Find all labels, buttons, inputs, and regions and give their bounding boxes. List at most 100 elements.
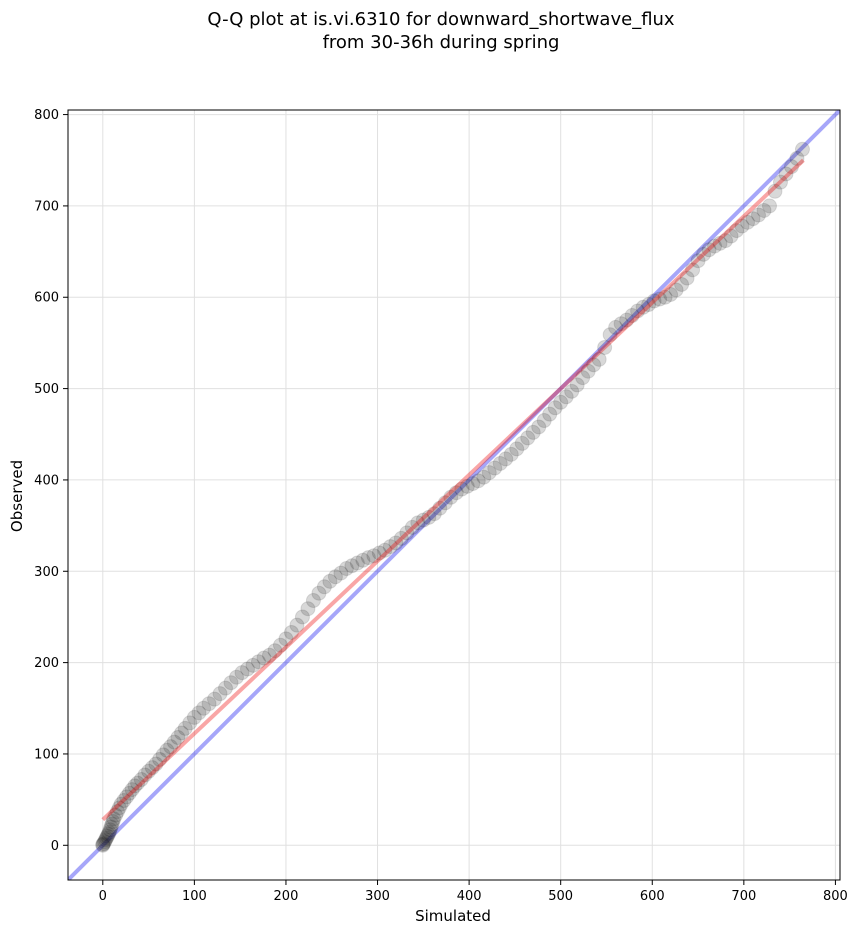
data-point	[137, 767, 153, 783]
data-point	[267, 643, 283, 659]
data-point	[602, 327, 618, 343]
data-point	[116, 793, 132, 809]
x-tick-label: 100	[182, 889, 207, 904]
data-point	[410, 515, 426, 531]
data-point	[580, 363, 596, 379]
data-point	[750, 207, 766, 223]
data-point	[564, 383, 580, 399]
y-tick-label: 0	[51, 839, 59, 854]
data-point	[371, 545, 387, 561]
data-point	[668, 282, 684, 298]
data-point	[360, 550, 376, 566]
data-point	[783, 159, 799, 175]
data-point	[382, 539, 398, 555]
data-point	[685, 262, 701, 278]
data-point	[569, 377, 585, 393]
data-point	[104, 816, 120, 832]
data-point	[311, 585, 327, 601]
data-point	[103, 819, 119, 835]
data-point	[432, 500, 448, 516]
data-point	[256, 650, 272, 666]
data-point	[635, 299, 651, 315]
data-point	[492, 455, 508, 471]
data-points	[95, 141, 810, 853]
data-point	[159, 742, 175, 758]
data-point	[520, 430, 536, 446]
data-point	[613, 316, 629, 332]
data-point	[459, 478, 475, 494]
data-point	[624, 308, 640, 324]
x-tick-label: 700	[731, 889, 756, 904]
data-point	[119, 789, 135, 805]
data-point	[761, 198, 777, 214]
data-point	[476, 469, 492, 485]
data-point	[679, 270, 695, 286]
x-tick-label: 800	[823, 889, 848, 904]
data-point	[404, 519, 420, 535]
data-point	[426, 506, 442, 522]
data-point	[745, 211, 761, 227]
data-point	[201, 696, 217, 712]
data-point	[525, 424, 541, 440]
data-point	[772, 174, 788, 190]
data-point	[646, 293, 662, 309]
plot-frame	[67, 109, 841, 881]
data-point	[322, 573, 338, 589]
data-point	[437, 495, 453, 511]
data-point	[481, 465, 497, 481]
data-point	[97, 834, 113, 850]
x-tick-label: 500	[548, 889, 573, 904]
data-point	[740, 214, 756, 230]
data-point	[393, 530, 409, 546]
x-tick-label: 300	[365, 889, 390, 904]
data-point	[289, 617, 305, 633]
y-axis-ticks: 0 100 200 300 400 500 600 700 800	[34, 108, 68, 854]
grid	[68, 110, 840, 880]
data-point	[294, 609, 310, 625]
data-point	[155, 747, 171, 763]
data-point	[349, 555, 365, 571]
data-point	[690, 253, 706, 269]
y-tick-label: 500	[34, 382, 59, 397]
data-point	[100, 826, 116, 842]
data-point	[366, 548, 382, 564]
data-point	[597, 339, 613, 355]
data-point	[141, 763, 157, 779]
data-point	[316, 579, 332, 595]
data-point	[283, 624, 299, 640]
data-point	[234, 665, 250, 681]
data-point	[663, 287, 679, 303]
fit-line	[101, 158, 805, 822]
data-point	[514, 435, 530, 451]
data-point	[95, 836, 111, 852]
data-point	[152, 751, 168, 767]
data-point	[487, 460, 503, 476]
data-point	[443, 489, 459, 505]
data-point	[239, 661, 255, 677]
data-point	[608, 319, 624, 335]
identity-line-segment	[68, 110, 840, 880]
data-point	[701, 242, 717, 258]
identity-line	[68, 110, 840, 880]
data-point	[718, 233, 734, 249]
data-point	[144, 760, 160, 776]
data-point	[95, 837, 111, 853]
data-point	[696, 246, 712, 262]
data-point	[448, 485, 464, 501]
data-point	[174, 725, 190, 741]
data-point	[305, 592, 321, 608]
x-tick-label: 400	[457, 889, 482, 904]
x-axis-ticks: 0 100 200 300 400 500 600 700 800	[99, 880, 848, 904]
data-point	[355, 552, 371, 568]
data-point	[278, 631, 294, 647]
data-point	[794, 141, 810, 157]
data-point	[674, 276, 690, 292]
data-point	[470, 473, 486, 489]
data-point	[333, 565, 349, 581]
data-point	[218, 680, 234, 696]
data-point	[767, 183, 783, 199]
data-point	[338, 561, 354, 577]
data-point	[652, 291, 668, 307]
y-tick-label: 800	[34, 108, 59, 123]
